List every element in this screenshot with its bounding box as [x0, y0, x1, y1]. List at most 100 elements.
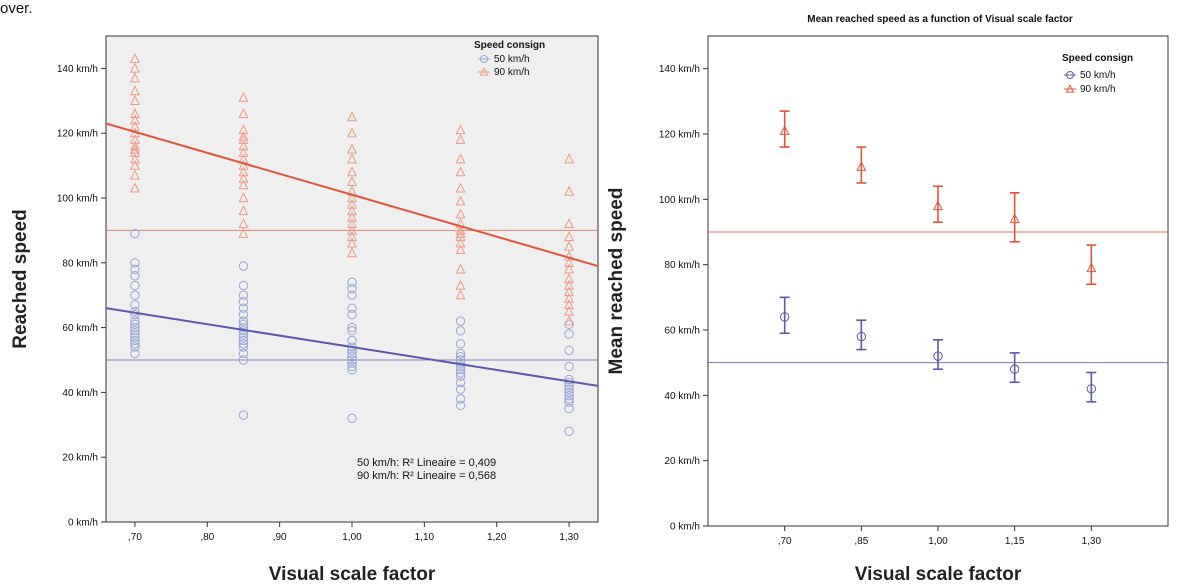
scatter-point	[129, 85, 140, 96]
scatter-point	[130, 326, 140, 336]
scatter-y-tick-label: 20 km/h	[62, 453, 98, 464]
scatter-point	[455, 339, 466, 349]
errorbar-mean-marker	[779, 125, 790, 135]
scatter-point	[238, 280, 249, 291]
scatter-x-tick-label: ,80	[200, 532, 214, 543]
scatter-point	[455, 166, 466, 177]
errorbar-mean-marker	[932, 200, 944, 211]
scatter-point	[238, 130, 249, 141]
scatter-point	[347, 365, 357, 375]
scatter-point	[564, 273, 575, 284]
scatter-point	[347, 303, 357, 313]
scatter-point	[455, 208, 466, 219]
scatter-legend-label: 50 km/h	[494, 54, 530, 65]
scatter-point	[129, 62, 140, 73]
scatter-point	[455, 124, 466, 135]
scatter-point	[238, 332, 249, 343]
scatter-point	[455, 377, 466, 388]
scatter-point	[564, 257, 575, 267]
scatter-point	[347, 284, 357, 294]
scatter-point	[129, 120, 140, 131]
scatter-point	[346, 211, 358, 222]
scatter-plot-area	[105, 35, 599, 523]
scatter-point	[130, 319, 140, 330]
scatter-point	[130, 342, 140, 352]
scatter-point	[455, 384, 466, 394]
scatter-point	[238, 316, 249, 326]
scatter-point	[455, 263, 466, 274]
scatter-point	[129, 169, 140, 180]
scatter-point	[129, 52, 140, 63]
scatter-y-tick-label: 80 km/h	[62, 258, 98, 269]
errorbar-legend-marker	[1066, 71, 1074, 79]
scatter-point	[238, 108, 249, 118]
scatter-point	[564, 153, 575, 164]
errorbar-legend-label: 90 km/h	[1080, 84, 1116, 95]
scatter-point	[346, 198, 358, 209]
scatter-point	[564, 390, 574, 401]
scatter-point	[347, 322, 357, 333]
scatter-point	[347, 355, 357, 365]
scatter-fit-line	[105, 307, 599, 387]
scatter-point	[347, 335, 357, 346]
scatter-point	[455, 371, 466, 381]
errorbar-x-tick-label: 1,00	[928, 536, 948, 547]
scatter-point	[238, 124, 249, 135]
scatter-fit-line	[105, 122, 599, 268]
scatter-point	[347, 277, 357, 287]
errorbar-y-tick-label: 100 km/h	[659, 195, 700, 206]
scatter-point	[347, 309, 357, 320]
errorbar-plot-area	[707, 35, 1169, 527]
errorbar-x-tick-label: ,85	[854, 536, 868, 547]
scatter-point	[130, 348, 140, 359]
scatter-point	[564, 397, 574, 407]
scatter-point	[455, 227, 466, 238]
scatter-point	[564, 384, 574, 394]
scatter-point	[564, 345, 574, 355]
scatter-point	[129, 72, 140, 83]
scatter-point	[455, 133, 466, 144]
scatter-point	[238, 140, 249, 151]
scatter-point	[455, 153, 466, 164]
scatter-point	[455, 394, 466, 404]
scatter-point	[564, 361, 574, 372]
scatter-point	[238, 296, 249, 307]
scatter-point	[564, 329, 574, 339]
scatter-point	[455, 326, 466, 336]
scatter-point	[346, 247, 358, 258]
scatter-point	[238, 159, 249, 170]
scatter-point	[455, 279, 466, 290]
page-text-fragment: over.	[0, 0, 33, 17]
scatter-point	[564, 315, 575, 326]
scatter-point	[346, 176, 358, 186]
scatter-y-tick-label: 60 km/h	[62, 323, 98, 334]
scatter-point	[130, 322, 140, 333]
scatter-point	[564, 403, 574, 414]
scatter-y-tick-label: 40 km/h	[62, 388, 98, 399]
scatter-point	[346, 237, 358, 248]
errorbar-mean-marker	[779, 312, 790, 322]
scatter-x-tick-label: 1,00	[342, 532, 362, 543]
scatter-point	[130, 316, 140, 326]
scatter-point	[455, 224, 466, 235]
scatter-point	[347, 348, 357, 359]
scatter-point	[347, 361, 357, 372]
scatter-point	[238, 172, 249, 183]
scatter-point	[564, 394, 574, 404]
scatter-x-axis-title: Visual scale factor	[269, 564, 436, 584]
scatter-y-tick-label: 100 km/h	[57, 194, 98, 205]
errorbar-y-tick-label: 60 km/h	[664, 326, 700, 337]
scatter-point	[130, 332, 140, 343]
scatter-point	[455, 182, 466, 193]
scatter-x-tick-label: 1,10	[415, 532, 435, 543]
scatter-point	[346, 127, 358, 138]
scatter-point	[455, 218, 466, 229]
scatter-point	[129, 140, 140, 151]
scatter-point	[346, 143, 358, 154]
errorbar-y-axis-title: Mean reached speed	[606, 188, 627, 375]
scatter-point	[238, 309, 249, 320]
scatter-point	[347, 290, 357, 300]
scatter-point	[129, 108, 140, 118]
scatter-point	[238, 218, 249, 229]
